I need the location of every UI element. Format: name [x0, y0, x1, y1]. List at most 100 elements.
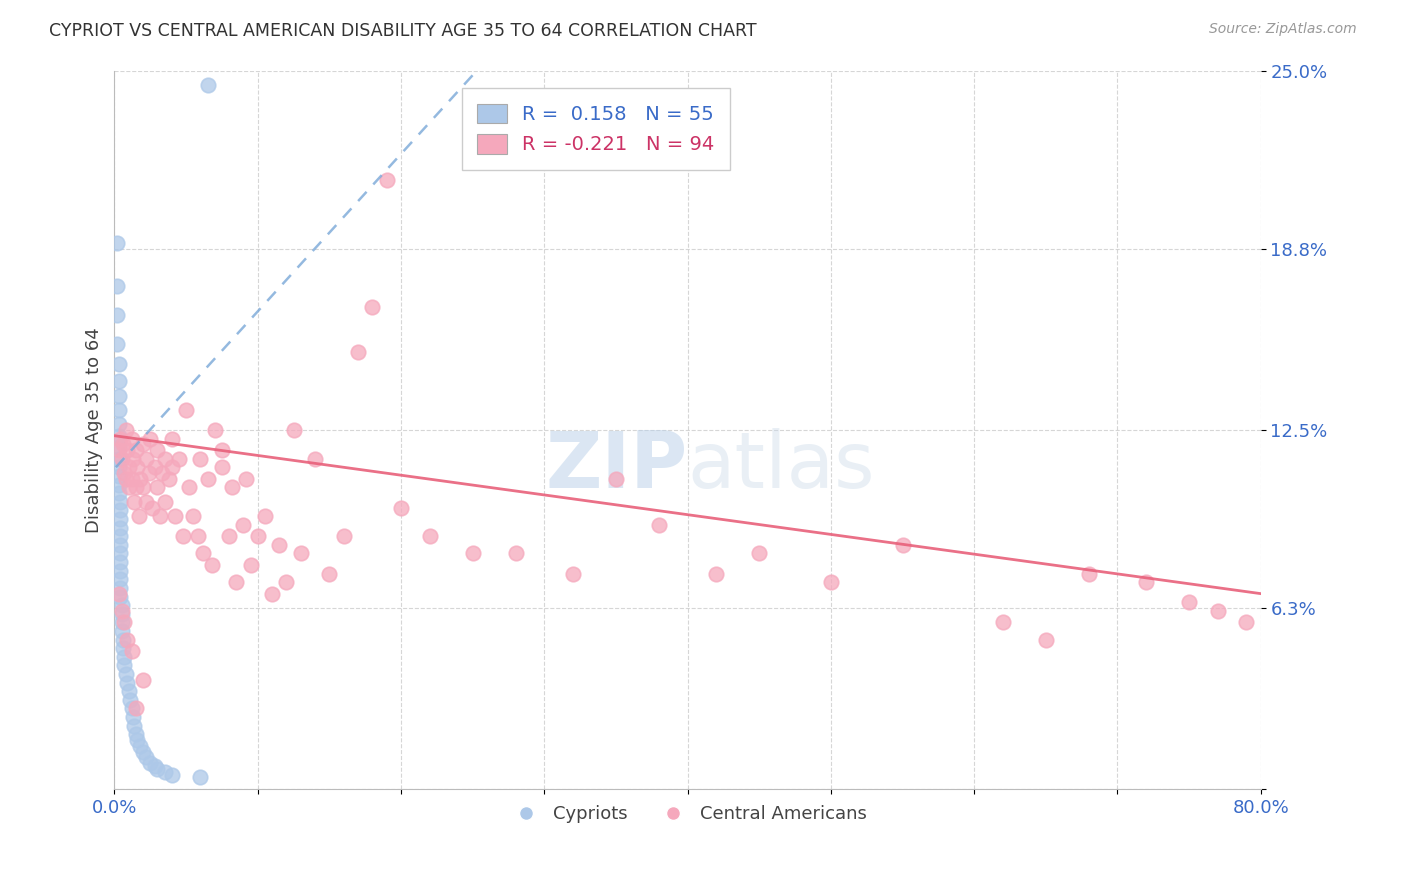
Legend: Cypriots, Central Americans: Cypriots, Central Americans — [501, 797, 875, 830]
Point — [225, 575, 247, 590]
Point — [110, 615, 132, 630]
Point — [110, 598, 132, 612]
Point — [108, 520, 131, 534]
Point — [143, 759, 166, 773]
Point — [276, 575, 298, 590]
Point — [127, 460, 149, 475]
Point — [132, 480, 155, 494]
Point — [128, 509, 150, 524]
Point — [105, 336, 128, 351]
Point — [107, 469, 129, 483]
Point — [138, 466, 160, 480]
Point — [108, 564, 131, 578]
Point — [110, 604, 132, 618]
Point — [108, 512, 131, 526]
Point — [110, 624, 132, 638]
Point — [318, 566, 340, 581]
Point — [121, 644, 143, 658]
Point — [193, 546, 215, 560]
Point — [107, 443, 129, 458]
Point — [177, 480, 200, 494]
Point — [1135, 575, 1157, 590]
Text: Source: ZipAtlas.com: Source: ZipAtlas.com — [1209, 22, 1357, 37]
Point — [125, 480, 148, 494]
Point — [107, 477, 129, 491]
Point — [157, 472, 180, 486]
Point — [1236, 615, 1258, 630]
Point — [505, 546, 527, 560]
Point — [562, 566, 585, 581]
Point — [105, 236, 128, 251]
Point — [135, 750, 157, 764]
Point — [121, 701, 143, 715]
Point — [153, 495, 176, 509]
Point — [160, 432, 183, 446]
Point — [139, 432, 162, 446]
Point — [389, 500, 412, 515]
Point — [107, 428, 129, 442]
Point — [118, 684, 141, 698]
Point — [107, 486, 129, 500]
Point — [111, 437, 134, 451]
Point — [127, 733, 149, 747]
Point — [149, 509, 172, 524]
Point — [605, 472, 627, 486]
Point — [120, 693, 142, 707]
Point — [107, 388, 129, 402]
Point — [139, 756, 162, 770]
Point — [150, 466, 173, 480]
Point — [108, 590, 131, 604]
Point — [260, 587, 283, 601]
Point — [190, 771, 212, 785]
Point — [1178, 595, 1201, 609]
Point — [146, 762, 169, 776]
Point — [111, 632, 134, 647]
Point — [124, 495, 146, 509]
Point — [107, 357, 129, 371]
Point — [160, 767, 183, 781]
Point — [160, 460, 183, 475]
Point — [163, 509, 186, 524]
Point — [122, 451, 145, 466]
Point — [283, 423, 305, 437]
Point — [111, 641, 134, 656]
Text: CYPRIOT VS CENTRAL AMERICAN DISABILITY AGE 35 TO 64 CORRELATION CHART: CYPRIOT VS CENTRAL AMERICAN DISABILITY A… — [49, 22, 756, 40]
Point — [143, 460, 166, 475]
Point — [108, 432, 131, 446]
Point — [118, 460, 141, 475]
Point — [132, 437, 155, 451]
Point — [107, 417, 129, 432]
Point — [117, 632, 139, 647]
Point — [186, 529, 208, 543]
Point — [648, 517, 671, 532]
Point — [117, 443, 139, 458]
Point — [117, 675, 139, 690]
Point — [232, 517, 254, 532]
Point — [108, 581, 131, 595]
Point — [107, 460, 129, 475]
Point — [197, 472, 219, 486]
Point — [135, 495, 157, 509]
Point — [748, 546, 770, 560]
Point — [269, 538, 291, 552]
Text: atlas: atlas — [688, 428, 875, 504]
Point — [132, 673, 155, 687]
Point — [221, 480, 243, 494]
Point — [108, 503, 131, 517]
Point — [107, 374, 129, 388]
Point — [347, 345, 370, 359]
Point — [246, 529, 269, 543]
Point — [239, 558, 262, 572]
Point — [108, 546, 131, 560]
Point — [129, 739, 152, 753]
Point — [991, 615, 1014, 630]
Point — [129, 472, 152, 486]
Point — [114, 466, 136, 480]
Point — [375, 173, 398, 187]
Point — [108, 538, 131, 552]
Point — [704, 566, 727, 581]
Point — [218, 529, 240, 543]
Point — [153, 451, 176, 466]
Point — [105, 308, 128, 322]
Point — [235, 472, 257, 486]
